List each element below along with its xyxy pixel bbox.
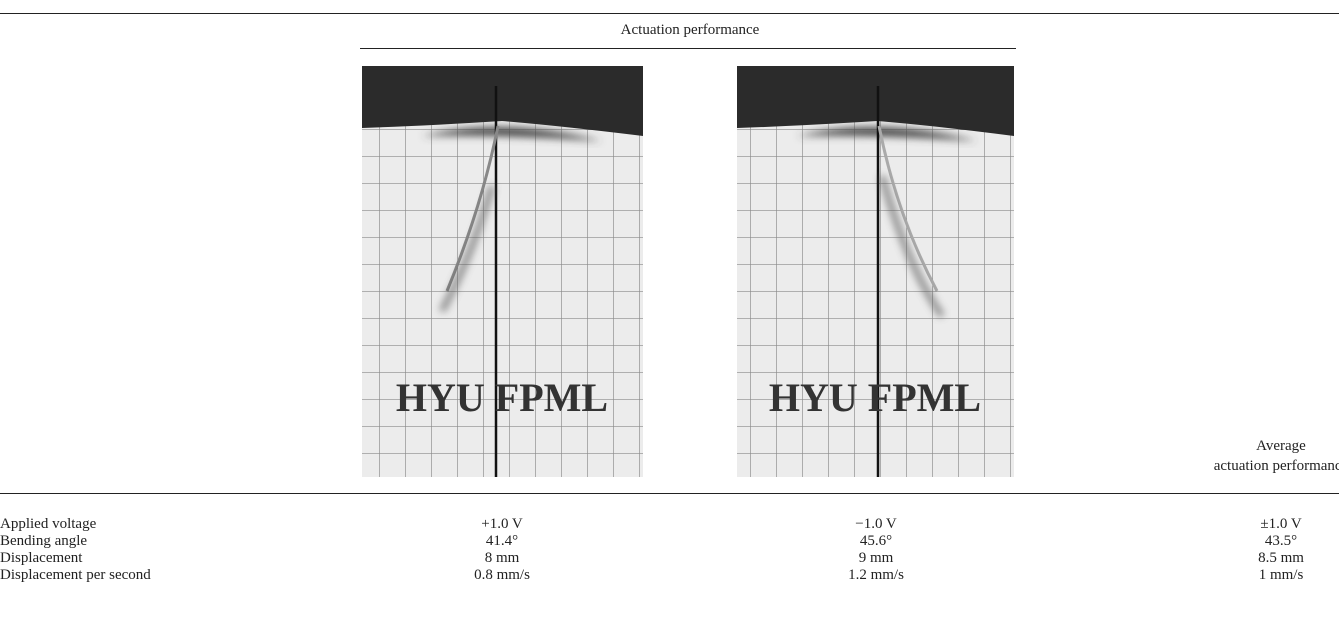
- table-cell: ±1.0 V: [1260, 516, 1302, 532]
- photo-label: HYU FPML: [769, 375, 981, 420]
- table-cell: 1.2 mm/s: [848, 567, 904, 583]
- group-header: Actuation performance: [620, 22, 760, 38]
- row-label: Bending angle: [0, 533, 88, 549]
- group-rule: [360, 48, 1016, 49]
- table-cell: 9 mm: [858, 550, 894, 566]
- column-header: Average: [1256, 438, 1306, 454]
- header-rule: [0, 493, 1339, 494]
- photo-label: HYU FPML: [396, 375, 608, 420]
- photo: HYU FPML: [362, 66, 643, 477]
- photo: HYU FPML: [737, 66, 1014, 477]
- table-cell: −1.0 V: [855, 516, 897, 532]
- row-label: Displacement: [0, 550, 83, 566]
- table-cell: 45.6°: [859, 533, 893, 549]
- table-cell: 0.8 mm/s: [474, 567, 530, 583]
- row-label: Displacement per second: [0, 567, 151, 583]
- top-rule: [0, 13, 1339, 14]
- table-cell: 8.5 mm: [1258, 550, 1304, 566]
- table-cell: +1.0 V: [481, 516, 523, 532]
- table-cell: 41.4°: [485, 533, 519, 549]
- table-cell: 8 mm: [484, 550, 520, 566]
- column-header: actuation performance: [1213, 458, 1339, 474]
- table-cell: 1 mm/s: [1258, 567, 1304, 583]
- table-cell: 43.5°: [1264, 533, 1298, 549]
- row-label: Applied voltage: [0, 516, 97, 532]
